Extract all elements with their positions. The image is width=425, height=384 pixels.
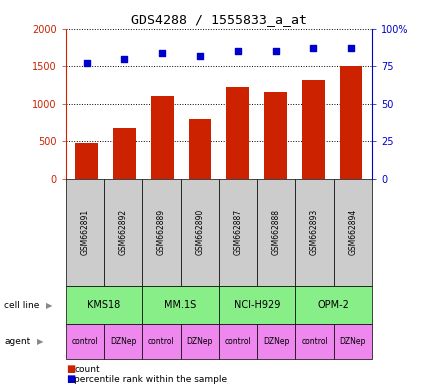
Text: GSM662891: GSM662891 (80, 209, 90, 255)
Bar (340, 66, 363, 179)
Text: cell line: cell line (4, 301, 40, 310)
Bar (189, 119, 211, 179)
Text: GSM662888: GSM662888 (272, 209, 281, 255)
Point (197, 53, 204, 59)
Point (272, 48, 279, 54)
Text: DZNep: DZNep (110, 337, 136, 346)
Bar (264, 92, 287, 179)
Point (159, 50, 166, 56)
Bar (75, 143, 98, 179)
Text: ■: ■ (66, 364, 75, 374)
Text: control: control (301, 337, 328, 346)
Text: ■: ■ (66, 374, 75, 384)
Text: DZNep: DZNep (187, 337, 213, 346)
Text: percentile rank within the sample: percentile rank within the sample (74, 375, 227, 384)
Point (348, 45, 354, 51)
Point (83, 60, 90, 66)
Bar (227, 87, 249, 179)
Text: GSM662893: GSM662893 (310, 209, 319, 255)
Text: control: control (148, 337, 175, 346)
Text: DZNep: DZNep (340, 337, 366, 346)
Text: control: control (72, 337, 98, 346)
Text: DZNep: DZNep (263, 337, 289, 346)
Text: ▶: ▶ (46, 301, 52, 310)
Text: GSM662890: GSM662890 (195, 209, 204, 255)
Text: GSM662892: GSM662892 (119, 209, 128, 255)
Text: ▶: ▶ (37, 337, 44, 346)
Text: count: count (74, 365, 100, 374)
Point (234, 48, 241, 54)
Point (310, 45, 317, 51)
Point (121, 56, 128, 62)
Text: KMS18: KMS18 (88, 300, 121, 310)
Text: NCI-H929: NCI-H929 (234, 300, 280, 310)
Text: control: control (225, 337, 251, 346)
Bar (302, 80, 325, 179)
Text: GSM662887: GSM662887 (233, 209, 243, 255)
Text: GSM662889: GSM662889 (157, 209, 166, 255)
Text: GSM662894: GSM662894 (348, 209, 357, 255)
Title: GDS4288 / 1555833_a_at: GDS4288 / 1555833_a_at (131, 13, 307, 26)
Text: agent: agent (4, 337, 31, 346)
Text: MM.1S: MM.1S (164, 300, 197, 310)
Bar (113, 127, 136, 179)
Text: OPM-2: OPM-2 (317, 300, 349, 310)
Bar (151, 96, 173, 179)
